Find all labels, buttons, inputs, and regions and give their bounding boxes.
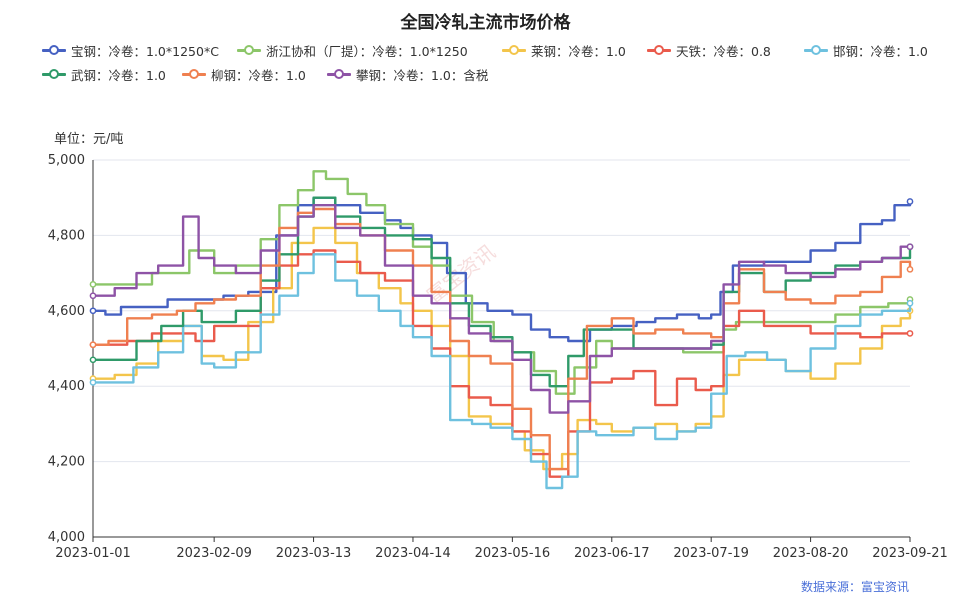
- legend-label: 柳钢：冷卷：1.0: [211, 67, 306, 83]
- x-tick-label: 2023-08-20: [773, 546, 849, 561]
- legend-swatch-icon: [502, 44, 526, 56]
- x-tick-label: 2023-06-17: [574, 546, 650, 561]
- series-line-7: [93, 207, 912, 471]
- legend-swatch-icon: [42, 68, 66, 80]
- source-note: 数据来源：富宝资讯: [800, 580, 909, 594]
- x-tick-label: 2023-02-09: [176, 546, 252, 561]
- legend-item-1[interactable]: 宝钢：冷卷：1.0*1250*C: [42, 40, 219, 60]
- legend-swatch-icon: [182, 68, 206, 80]
- series-line-2: [93, 170, 912, 395]
- y-tick-label: 4,800: [48, 228, 85, 243]
- legend-swatch-dot: [49, 69, 59, 79]
- legend-label: 浙江协和（厂提）：冷卷：1.0*1250: [266, 43, 468, 59]
- legend-swatch-icon: [647, 44, 671, 56]
- legend-label: 天铁：冷卷：0.8: [676, 43, 771, 59]
- legend-swatch-dot: [189, 69, 199, 79]
- series-marker-4: [906, 330, 914, 337]
- legend-swatch-icon: [804, 44, 828, 56]
- chart-title: 全国冷轧主流市场价格: [400, 13, 571, 33]
- series-line-5: [93, 253, 912, 490]
- legend-swatch-dot: [509, 45, 519, 55]
- unit-label: 单位：元/吨: [54, 132, 124, 147]
- legend-swatch-icon: [237, 44, 261, 56]
- legend-label: 邯钢：冷卷：1.0: [833, 43, 928, 59]
- legend-swatch-icon: [42, 44, 66, 56]
- series-marker-1: [89, 307, 97, 315]
- series-line-8: [93, 204, 910, 414]
- series-marker-2: [89, 281, 97, 288]
- series-marker-5: [906, 299, 914, 307]
- series-line-3: [93, 226, 912, 471]
- y-tick-label: 4,200: [48, 455, 85, 470]
- legend-item-8[interactable]: 攀钢：冷卷：1.0：含税: [327, 64, 488, 84]
- legend-item-6[interactable]: 武钢：冷卷：1.0: [42, 64, 166, 84]
- legend-label: 宝钢：冷卷：1.0*1250*C: [71, 43, 219, 59]
- series-line-6: [93, 196, 912, 388]
- legend-swatch-icon: [327, 68, 351, 80]
- legend-item-5[interactable]: 邯钢：冷卷：1.0: [804, 40, 928, 60]
- x-tick-label: 2023-01-01: [55, 546, 131, 561]
- series-marker-5: [89, 379, 97, 386]
- series-marker-8: [906, 243, 914, 251]
- series-marker-7: [89, 341, 97, 349]
- x-tick-label: 2023-04-14: [375, 546, 451, 561]
- legend-label: 莱钢：冷卷：1.0: [531, 43, 626, 59]
- y-tick-label: 5,000: [48, 153, 85, 168]
- series-line-1: [93, 196, 912, 343]
- x-tick-label: 2023-05-16: [475, 546, 551, 561]
- x-tick-label: 2023-03-13: [276, 546, 352, 561]
- legend-item-4[interactable]: 天铁：冷卷：0.8: [647, 40, 771, 60]
- legend-item-2[interactable]: 浙江协和（厂提）：冷卷：1.0*1250: [237, 40, 468, 60]
- legend-label: 武钢：冷卷：1.0: [71, 67, 166, 83]
- legend-swatch-dot: [244, 45, 254, 55]
- x-tick-label: 2023-07-19: [673, 546, 749, 561]
- series-marker-7: [906, 265, 914, 273]
- series-marker-1: [906, 198, 914, 205]
- series-marker-6: [89, 356, 97, 364]
- y-tick-label: 4,600: [48, 304, 85, 319]
- series-marker-8: [89, 292, 97, 300]
- legend-swatch-dot: [654, 45, 664, 55]
- legend-item-3[interactable]: 莱钢：冷卷：1.0: [502, 40, 626, 60]
- x-tick-label: 2023-09-21: [872, 546, 948, 561]
- legend-label: 攀钢：冷卷：1.0：含税: [356, 67, 489, 83]
- y-tick-label: 4,400: [48, 379, 85, 394]
- y-tick-label: 4,000: [48, 530, 85, 545]
- legend-item-7[interactable]: 柳钢：冷卷：1.0: [182, 64, 306, 84]
- legend-swatch-dot: [334, 69, 344, 79]
- legend-swatch-dot: [49, 45, 59, 55]
- legend-swatch-dot: [811, 45, 821, 55]
